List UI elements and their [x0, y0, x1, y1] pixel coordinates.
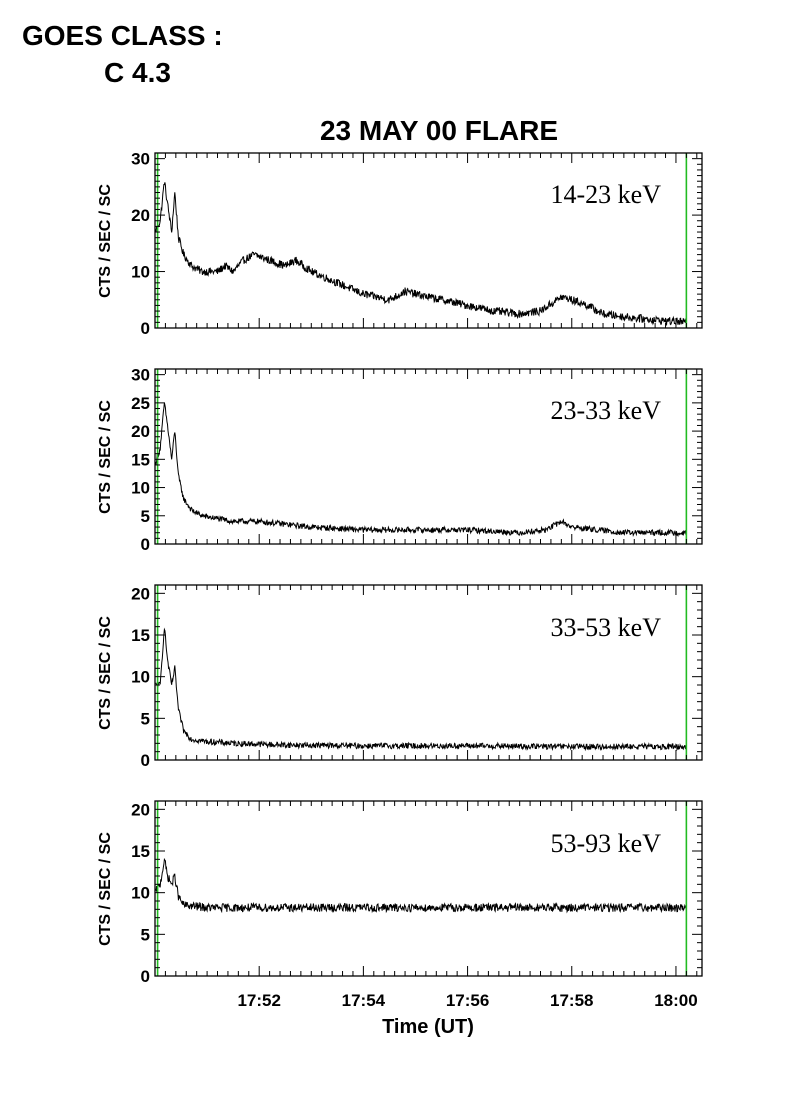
panel-frame [154, 584, 703, 761]
goes-class-label: GOES CLASS : [22, 20, 223, 51]
y-tick-label: 0 [141, 535, 150, 554]
panels-layer: 0 10 20 30 CTS / SEC / SC 14-23 keV 0 5 10 15 20 25… [97, 150, 703, 1010]
panel-frame [154, 152, 703, 329]
series-line [155, 402, 687, 538]
y-tick-label: 0 [141, 967, 150, 986]
y-axis-label: CTS / SEC / SC [97, 400, 114, 514]
series-line [155, 857, 687, 914]
y-tick-label: 5 [141, 925, 150, 944]
chart-title: 23 MAY 00 FLARE [320, 115, 558, 146]
y-tick-label: 15 [131, 450, 150, 469]
panel-frame [154, 368, 703, 545]
panel-3: 0 5 10 15 20 CTS / SEC / SC 33-53 keV [97, 584, 703, 770]
x-tick-label: 17:58 [550, 991, 593, 1010]
panel-2: 0 5 10 15 20 25 30 CTS / SEC / SC 23-33 keV [97, 366, 703, 554]
goes-class-value: C 4.3 [104, 57, 171, 88]
y-tick-label: 20 [131, 206, 150, 225]
y-tick-label: 0 [141, 751, 150, 770]
panel-1: 0 10 20 30 CTS / SEC / SC 14-23 keV [97, 150, 703, 338]
x-tick-label: 17:54 [342, 991, 386, 1010]
y-tick-label: 5 [141, 709, 150, 728]
y-tick-label: 5 [141, 507, 150, 526]
y-tick-label: 15 [131, 626, 150, 645]
series-line [155, 627, 687, 752]
y-tick-label: 10 [131, 884, 150, 903]
x-tick-label: 17:56 [446, 991, 489, 1010]
y-tick-label: 10 [131, 479, 150, 498]
y-axis-label: CTS / SEC / SC [97, 832, 114, 946]
energy-band-label: 14-23 keV [551, 180, 662, 209]
y-tick-label: 15 [131, 842, 150, 861]
energy-band-label: 53-93 keV [551, 829, 662, 858]
y-tick-label: 10 [131, 263, 150, 282]
panel-frame [154, 800, 703, 977]
y-axis-label: CTS / SEC / SC [97, 184, 114, 298]
energy-band-label: 23-33 keV [551, 396, 662, 425]
y-tick-label: 20 [131, 800, 150, 819]
y-tick-label: 10 [131, 668, 150, 687]
x-tick-label: 18:00 [654, 991, 697, 1010]
x-tick-label: 17:52 [237, 991, 280, 1010]
y-tick-label: 30 [131, 150, 150, 169]
y-tick-label: 20 [131, 422, 150, 441]
series-line [155, 182, 687, 327]
y-tick-label: 0 [141, 319, 150, 338]
panel-4: 0 5 10 15 20 CTS / SEC / SC 53-93 keV [97, 800, 703, 986]
y-tick-label: 30 [131, 366, 150, 385]
x-axis-label: Time (UT) [382, 1016, 474, 1038]
y-tick-label: 25 [131, 394, 150, 413]
y-tick-label: 20 [131, 584, 150, 603]
y-axis-label: CTS / SEC / SC [97, 616, 114, 730]
energy-band-label: 33-53 keV [551, 613, 662, 642]
